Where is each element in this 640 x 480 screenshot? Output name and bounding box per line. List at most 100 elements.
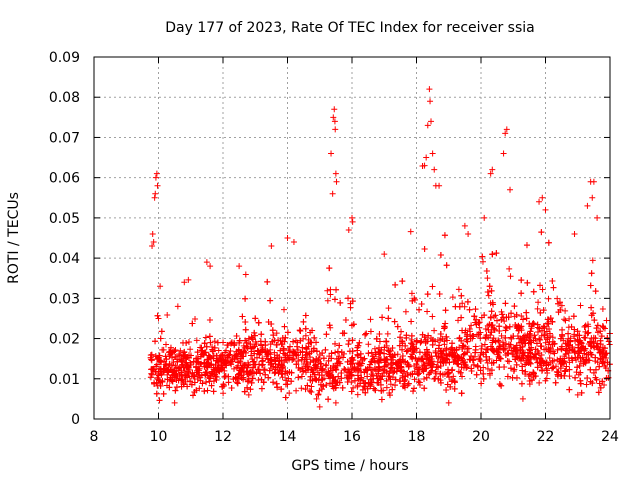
data-point [187, 361, 194, 368]
data-point [516, 355, 523, 362]
data-point [368, 379, 375, 386]
data-point [169, 369, 176, 376]
data-point [147, 374, 154, 381]
data-point [377, 376, 384, 383]
data-point [473, 316, 480, 323]
data-point [460, 359, 467, 366]
data-point [327, 324, 334, 331]
data-point [479, 253, 486, 260]
x-tick-label: 24 [601, 429, 619, 445]
data-point [212, 361, 219, 368]
data-point [248, 379, 255, 386]
data-point [407, 345, 414, 352]
data-point [552, 379, 559, 386]
data-point [219, 351, 226, 358]
data-point [506, 265, 513, 272]
data-point [526, 347, 533, 354]
data-point [226, 351, 233, 358]
data-point [315, 391, 322, 398]
data-point [355, 342, 362, 349]
data-point [516, 335, 523, 342]
data-point [566, 366, 573, 373]
data-point [405, 363, 412, 370]
data-point [450, 358, 457, 365]
data-point [432, 348, 439, 355]
data-point [502, 334, 509, 341]
data-point [148, 357, 155, 364]
data-point [439, 356, 446, 363]
data-point [414, 337, 421, 344]
data-point [313, 339, 320, 346]
data-point [550, 364, 557, 371]
data-point [156, 379, 163, 386]
data-point [345, 341, 352, 348]
data-point [518, 339, 525, 346]
data-point [308, 348, 315, 355]
data-point [290, 348, 297, 355]
data-point [413, 361, 420, 368]
data-point [368, 359, 375, 366]
data-point [164, 369, 171, 376]
data-point [346, 369, 353, 376]
data-point [381, 344, 388, 351]
data-point [201, 388, 208, 395]
data-point [178, 375, 185, 382]
data-point [488, 308, 495, 315]
data-point [386, 348, 393, 355]
data-point [153, 390, 160, 397]
data-point [376, 330, 383, 337]
data-point [361, 369, 368, 376]
data-point [444, 381, 451, 388]
x-tick-label: 10 [150, 429, 168, 445]
x-tick-label: 22 [537, 429, 555, 445]
data-point [302, 386, 309, 393]
data-point [456, 303, 463, 310]
data-point [451, 385, 458, 392]
data-point [488, 287, 495, 294]
data-point [389, 386, 396, 393]
data-point [278, 362, 285, 369]
data-point [547, 315, 554, 322]
data-point [362, 389, 369, 396]
data-point [157, 382, 164, 389]
data-point [162, 361, 169, 368]
data-point [228, 339, 235, 346]
data-point [572, 374, 579, 381]
data-point [443, 333, 450, 340]
data-point [341, 366, 348, 373]
data-point [604, 334, 611, 341]
data-point [576, 350, 583, 357]
data-point [302, 332, 309, 339]
data-point [339, 354, 346, 361]
data-point [587, 366, 594, 373]
data-point [262, 371, 269, 378]
data-point [595, 389, 602, 396]
data-point [306, 387, 313, 394]
data-point [187, 346, 194, 353]
data-point [449, 294, 456, 301]
data-point [228, 385, 235, 392]
data-point [570, 313, 577, 320]
data-point [153, 363, 160, 370]
data-point [526, 320, 533, 327]
data-point [234, 351, 241, 358]
data-point [511, 366, 518, 373]
data-point [542, 377, 549, 384]
data-point [234, 379, 241, 386]
data-point [375, 368, 382, 375]
data-point [459, 300, 466, 307]
data-point [278, 341, 285, 348]
data-point [326, 322, 333, 329]
data-point [464, 349, 471, 356]
data-point [576, 332, 583, 339]
data-point [214, 365, 221, 372]
data-point [603, 317, 610, 324]
data-point [478, 380, 485, 387]
data-point [162, 341, 169, 348]
data-point [489, 337, 496, 344]
data-point [490, 325, 497, 332]
data-point [351, 377, 358, 384]
data-point [297, 327, 304, 334]
data-point [409, 351, 416, 358]
data-point [413, 338, 420, 345]
